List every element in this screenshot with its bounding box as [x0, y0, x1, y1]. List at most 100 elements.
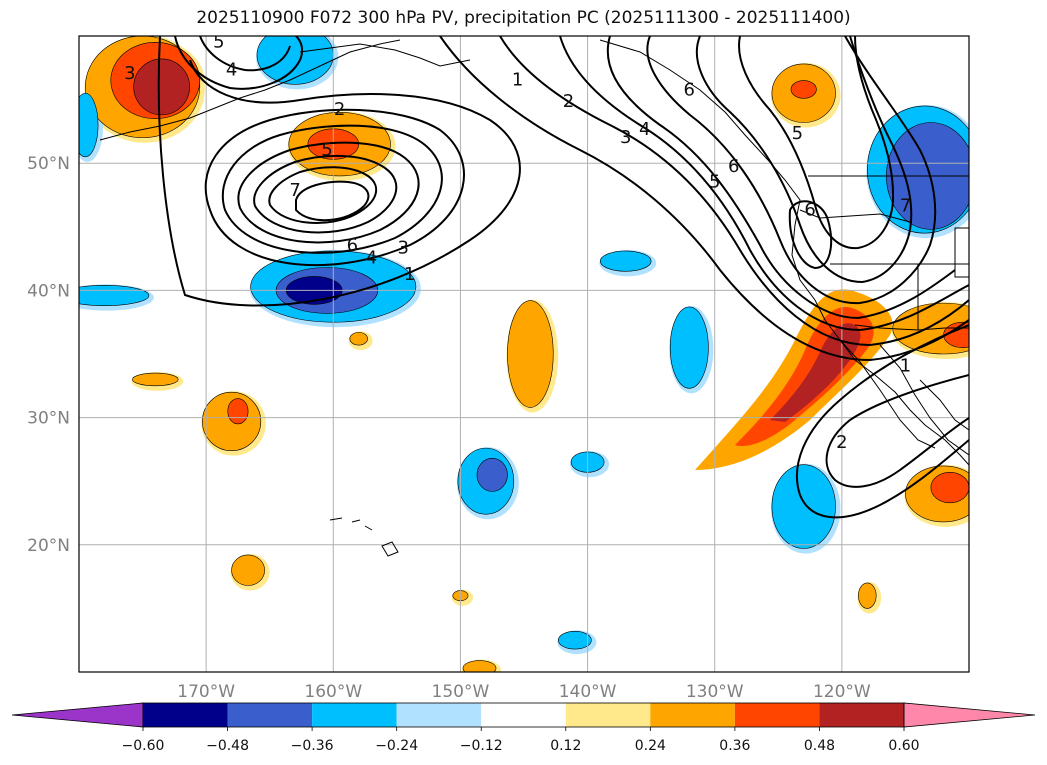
pv-contour-label: 3 — [620, 127, 631, 148]
aleutian-islands — [99, 39, 401, 141]
pv-contour-e-4 — [606, 36, 956, 320]
pv-contour-label: 6 — [804, 199, 815, 220]
pv-contour-e-8 — [788, 200, 833, 270]
latitude-label: 40°N — [27, 281, 70, 301]
precip-blob — [256, 36, 334, 85]
pv-contour-label: 7 — [289, 180, 300, 201]
latitude-label: 20°N — [27, 536, 70, 556]
colorbar-tick-label: −0.12 — [460, 738, 503, 754]
hawaii-islands — [329, 517, 399, 557]
pv-contour-label: 2 — [563, 91, 574, 112]
colorbar-tick-label: −0.60 — [122, 738, 165, 754]
precip-blob — [943, 321, 969, 348]
pv-contour-label: 4 — [639, 119, 650, 140]
state-border-3 — [954, 227, 969, 278]
alaska-coast — [299, 43, 471, 67]
colorbar: −0.60 −0.48 −0.36 −0.24 −0.12 0.12 0.24 0.36 0.4… — [11, 702, 1036, 754]
colorbar-tick-label: −0.36 — [291, 738, 334, 754]
latitude-label: 50°N — [27, 154, 70, 174]
pv-contour-label: 5 — [709, 171, 720, 192]
colorbar-segment — [312, 703, 397, 727]
precip-blob — [231, 554, 265, 586]
colorbar-tick-label: 0.36 — [719, 738, 750, 754]
precip-blob — [790, 80, 817, 99]
pv-contour-e-7 — [738, 36, 895, 250]
pv-contour-label: 2 — [836, 432, 847, 453]
coastlines — [99, 39, 969, 557]
longitude-label: 150°W — [432, 682, 490, 702]
colorbar-segment — [650, 703, 735, 727]
colorbar-extend-high — [903, 702, 1036, 728]
colorbar-segment — [481, 703, 566, 727]
precip-blob — [79, 285, 150, 306]
pv-contour-label: 5 — [792, 123, 803, 144]
precip-blob — [476, 458, 508, 492]
precip-blob — [227, 398, 249, 425]
precip-blob — [79, 92, 99, 158]
longitude-label: 160°W — [304, 682, 362, 702]
colorbar-tick-label: 0.24 — [635, 738, 666, 754]
precip-blob — [349, 332, 368, 346]
colorbar-tick-label: 0.60 — [888, 738, 919, 754]
longitude-label: 140°W — [559, 682, 617, 702]
map-title: 2025110900 F072 300 hPa PV, precipitatio… — [196, 8, 851, 28]
pv-contour-e-3 — [559, 36, 969, 332]
pv-contour-label: 6 — [347, 235, 358, 256]
colorbar-extend-low — [11, 702, 144, 728]
longitude-label: 130°W — [686, 682, 744, 702]
precip-blob — [133, 58, 190, 116]
colorbar-frame — [142, 702, 905, 728]
pv-contour-label: 1 — [900, 356, 911, 377]
colorbar-segment — [734, 703, 820, 727]
colorbar-tick-label: 0.12 — [550, 738, 581, 754]
gulf-of-california — [879, 344, 969, 456]
colorbar-tick-label: 0.48 — [804, 738, 835, 754]
plot-frame — [78, 35, 970, 673]
pv-contour-e-5 — [646, 36, 937, 305]
pv-contour-se-1 — [795, 324, 969, 519]
pv-contour-label: 1 — [404, 264, 415, 285]
pv-contour-label: 3 — [397, 237, 408, 258]
pv-contour-label: 3 — [124, 63, 135, 84]
pv-contour-label: 4 — [226, 59, 237, 80]
precip-blob — [771, 464, 836, 549]
pv-contour-1 — [157, 36, 521, 307]
pv-contour-nw-2 — [199, 36, 291, 72]
mexico-mainland — [919, 379, 969, 431]
pv-contour-2 — [204, 108, 465, 267]
colorbar-segment — [396, 703, 482, 727]
precip-blob — [558, 630, 592, 650]
pv-contour-label: 2 — [334, 99, 345, 120]
longitude-label: 170°W — [177, 682, 235, 702]
colorbar-tick-label: −0.48 — [206, 738, 249, 754]
pv-contour-label: 6 — [684, 80, 695, 101]
pv-contour-label: 5 — [213, 31, 224, 52]
pv-contour-label: 1 — [512, 70, 523, 91]
colorbar-segment — [565, 703, 651, 727]
pv-contour-label: 6 — [728, 156, 739, 177]
precip-blob — [599, 250, 652, 272]
latitude-label: 30°N — [27, 409, 70, 429]
pv-contour-label: 7 — [900, 195, 911, 216]
precip-blob — [858, 582, 877, 609]
pv-contour-3 — [221, 124, 443, 254]
latitude-labels: 50°N 40°N 30°N 20°N — [27, 154, 70, 556]
north-america-coast — [599, 39, 969, 466]
pv-contour-e-6 — [695, 36, 913, 284]
colorbar-segment — [143, 703, 228, 727]
pv-contour-5 — [253, 155, 398, 234]
graticule — [79, 36, 969, 672]
precip-blob — [462, 660, 497, 672]
pv-contour-se-2 — [825, 374, 969, 488]
pv-contour-e-2 — [499, 36, 969, 347]
pv-contour-4 — [237, 141, 420, 244]
longitude-label: 120°W — [813, 682, 871, 702]
precip-blob — [669, 306, 709, 389]
colorbar-segment — [227, 703, 313, 727]
precip-blob — [930, 472, 969, 504]
pv-contours — [157, 36, 969, 519]
precip-blob — [132, 372, 179, 387]
